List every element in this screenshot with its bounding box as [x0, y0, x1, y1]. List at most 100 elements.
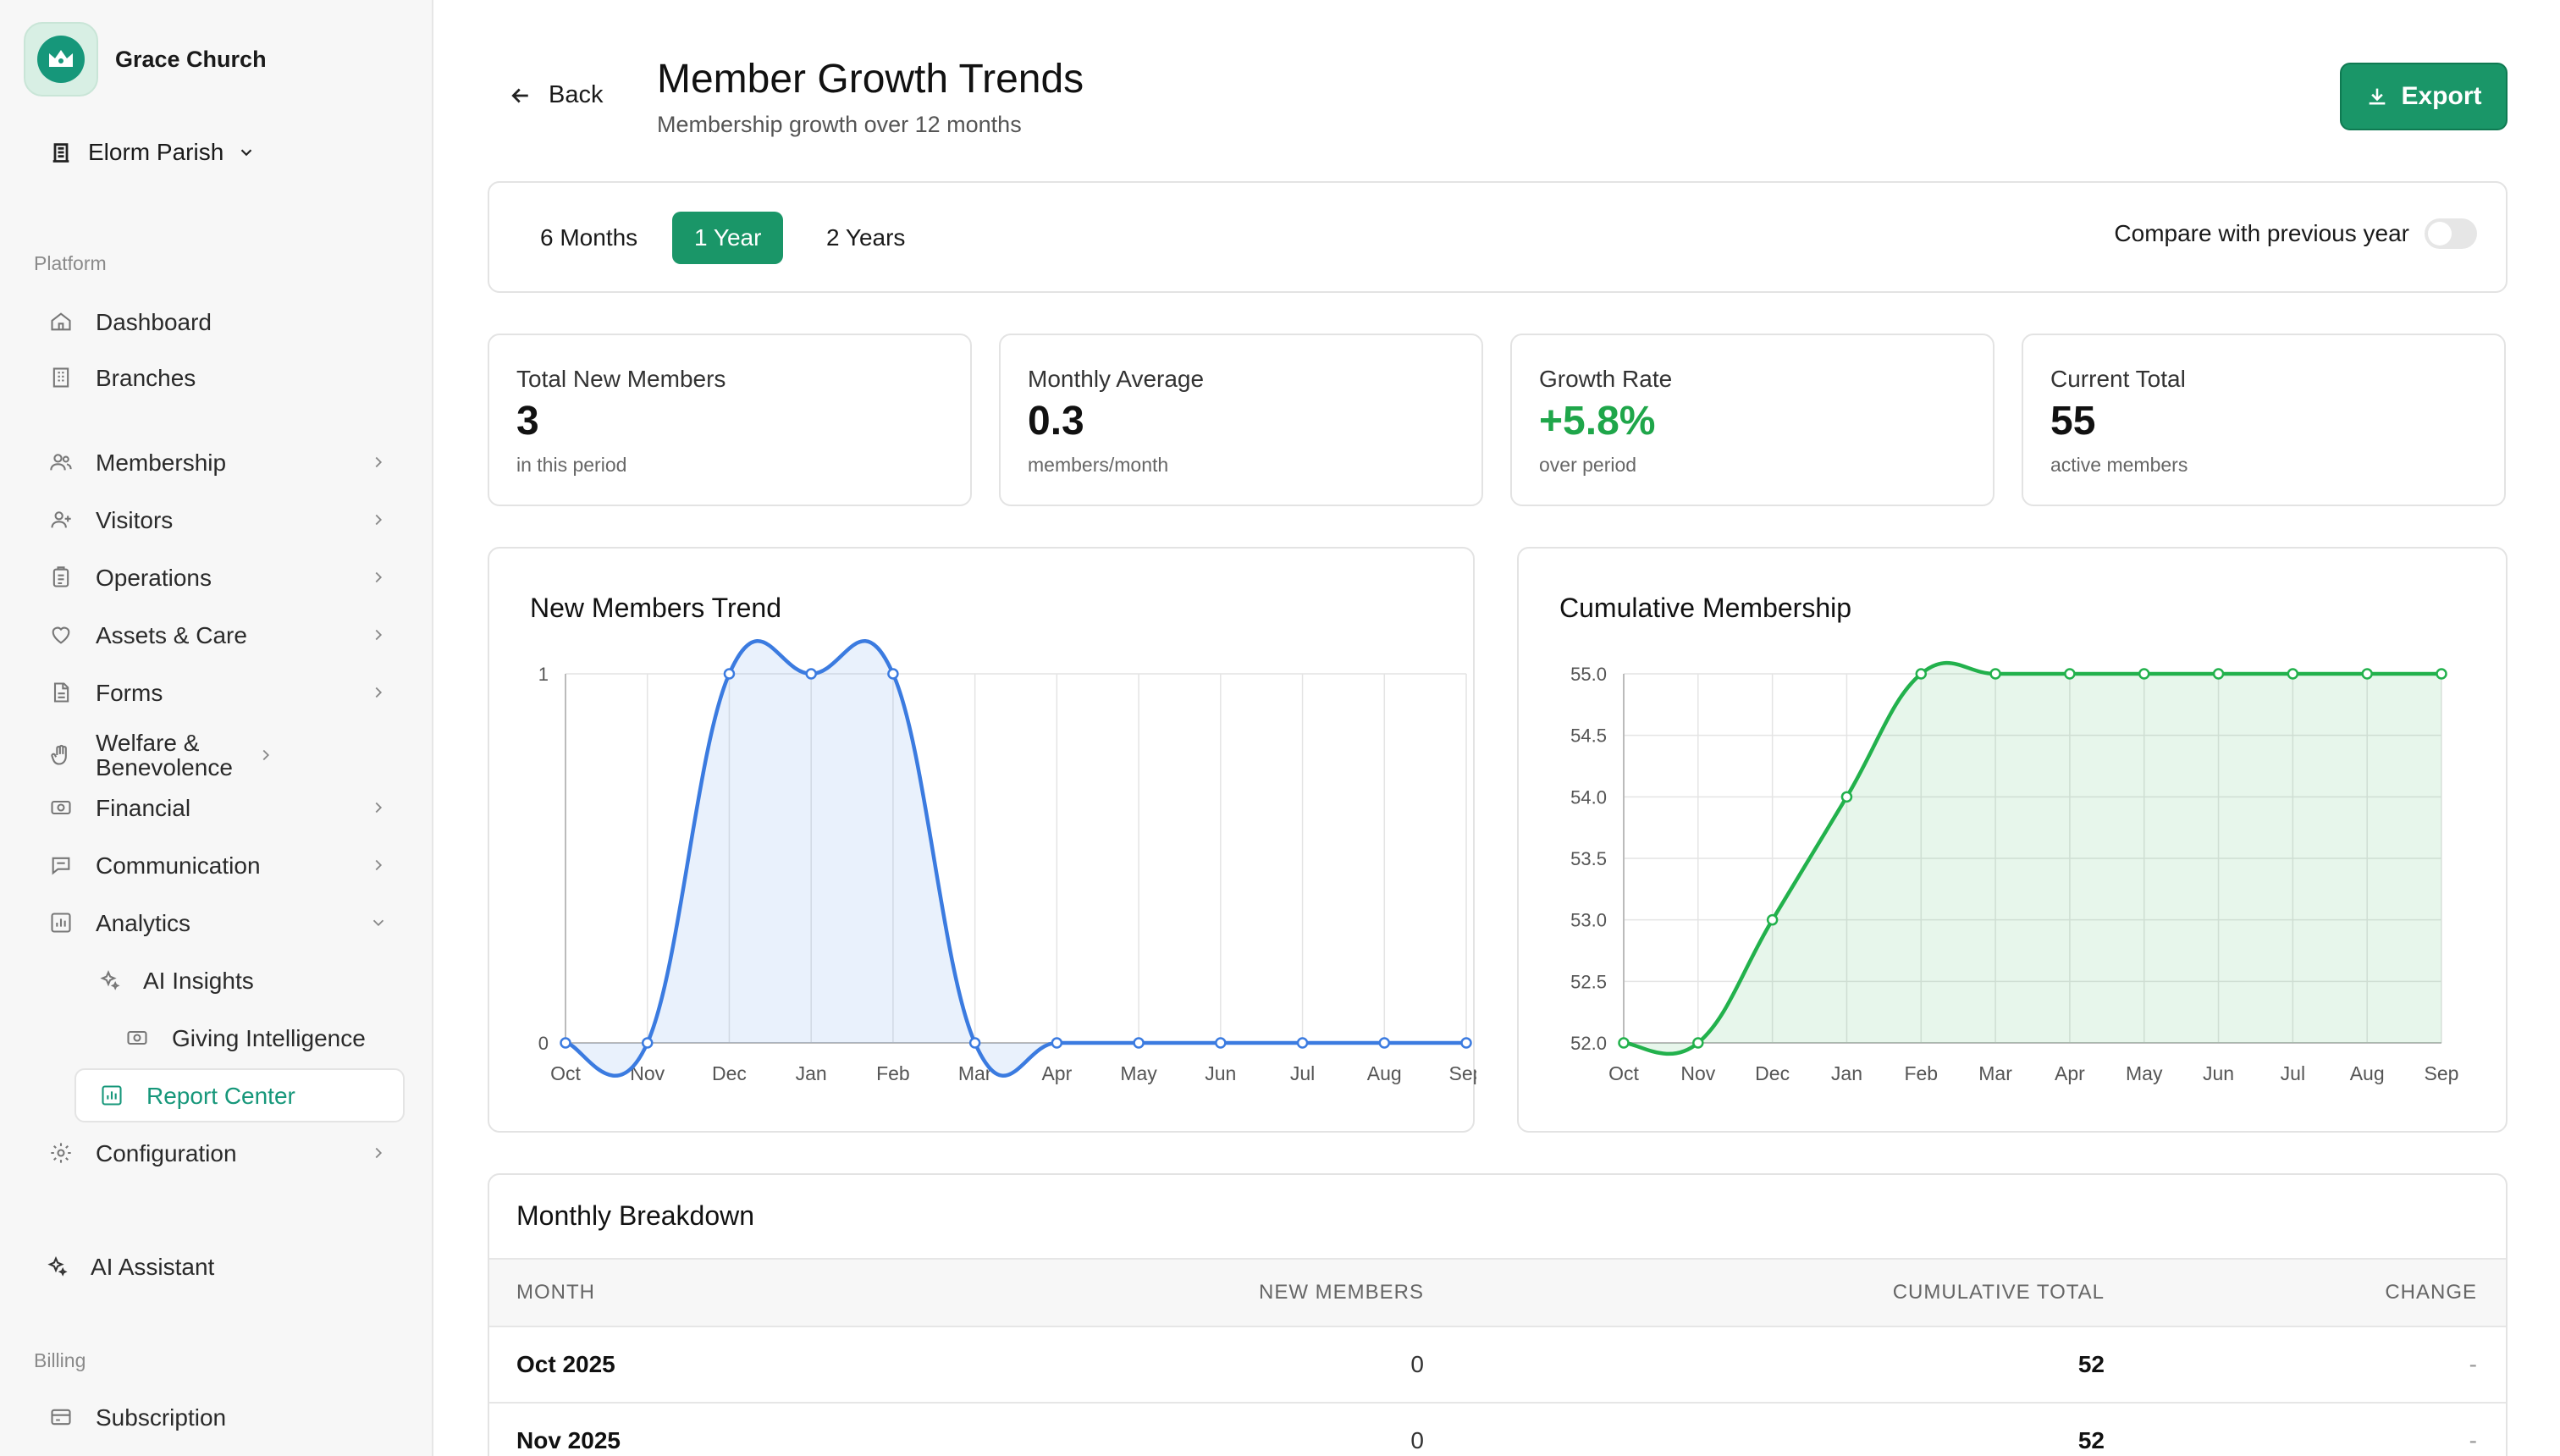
- stat-card-current-total: Current Total 55 active members: [2022, 334, 2506, 506]
- new-members-chart: 01OctNovDecJanFebMarAprMayJunJulAugSep: [538, 639, 1476, 1084]
- sidebar-item-label: Assets & Care: [96, 621, 247, 648]
- building-icon: [49, 366, 73, 389]
- y-tick-label: 0: [538, 1033, 549, 1054]
- cell-new: 0: [1410, 1351, 1424, 1377]
- data-point: [1692, 1037, 1704, 1049]
- users-icon: [49, 450, 73, 474]
- monthly-breakdown-table: Monthly Breakdown MONTH NEW MEMBERS CUMU…: [488, 1173, 2508, 1456]
- chevron-right-icon: [257, 746, 275, 764]
- sidebar-item-visitors[interactable]: Visitors: [49, 498, 396, 542]
- platform-section-label: Platform: [34, 252, 107, 274]
- x-tick-label: Aug: [1367, 1062, 1402, 1084]
- sidebar-item-label: Visitors: [96, 506, 174, 533]
- x-tick-label: Feb: [876, 1062, 910, 1084]
- arrow-left-icon: [508, 83, 533, 108]
- chevron-right-icon: [369, 626, 388, 644]
- data-point: [641, 1037, 654, 1049]
- banknote-icon: [125, 1026, 149, 1050]
- x-tick-label: Sep: [2425, 1062, 2459, 1084]
- sidebar-item-forms[interactable]: Forms: [49, 670, 396, 714]
- sidebar-item-configuration[interactable]: Configuration: [49, 1131, 396, 1175]
- sidebar-item-ai-insights[interactable]: AI Insights: [97, 958, 396, 1002]
- chevron-right-icon: [369, 683, 388, 702]
- cell-month: Nov 2025: [516, 1427, 621, 1453]
- table-header: MONTH NEW MEMBERS CUMULATIVE TOTAL CHANG…: [489, 1258, 2506, 1327]
- col-new-members[interactable]: NEW MEMBERS: [1258, 1281, 1424, 1304]
- sidebar-item-giving-intelligence[interactable]: Giving Intelligence: [125, 1016, 396, 1060]
- range-2-years[interactable]: 2 Years: [826, 224, 906, 251]
- chart-title: New Members Trend: [530, 593, 781, 623]
- sidebar-item-subscription[interactable]: Subscription: [49, 1395, 396, 1439]
- stat-label: Monthly Average: [1028, 366, 1205, 392]
- col-cumulative[interactable]: CUMULATIVE TOTAL: [1892, 1281, 2105, 1304]
- billing-section-label: Billing: [34, 1349, 86, 1371]
- sidebar-item-financial[interactable]: Financial: [49, 786, 396, 830]
- banknote-icon: [49, 796, 73, 819]
- x-tick-label: Dec: [1755, 1062, 1790, 1084]
- y-tick-label: 52.5: [1570, 971, 1607, 992]
- parish-switcher[interactable]: Elorm Parish: [49, 139, 256, 166]
- sidebar-item-branches[interactable]: Branches: [49, 356, 396, 400]
- export-button[interactable]: Export: [2340, 63, 2508, 130]
- sidebar-item-analytics[interactable]: Analytics: [49, 901, 396, 945]
- sidebar: Grace Church Elorm Parish Platform Dashb…: [0, 0, 433, 1456]
- sidebar-item-label: Branches: [96, 364, 196, 391]
- sidebar-item-communication[interactable]: Communication: [49, 843, 396, 887]
- x-tick-label: Jan: [1831, 1062, 1862, 1084]
- sidebar-item-label: Configuration: [96, 1139, 237, 1166]
- sidebar-item-dashboard[interactable]: Dashboard: [49, 300, 396, 344]
- x-tick-label: Oct: [1608, 1062, 1639, 1084]
- x-tick-label: Dec: [712, 1062, 747, 1084]
- sidebar-item-label: Financial: [96, 794, 191, 821]
- x-tick-label: Oct: [550, 1062, 581, 1084]
- message-icon: [49, 853, 73, 877]
- home-icon: [49, 310, 73, 334]
- cell-cumulative: 52: [2077, 1351, 2105, 1377]
- sidebar-item-operations[interactable]: Operations: [49, 555, 396, 599]
- col-month[interactable]: MONTH: [516, 1281, 595, 1304]
- sidebar-item-assets-care[interactable]: Assets & Care: [49, 613, 396, 657]
- sidebar-item-label: AI Insights: [143, 967, 254, 994]
- data-point: [2361, 668, 2373, 680]
- table-row[interactable]: Nov 2025 0 52 -: [489, 1404, 2506, 1456]
- data-point: [805, 668, 817, 680]
- export-label: Export: [2401, 82, 2482, 110]
- chevron-right-icon: [369, 856, 388, 874]
- x-tick-label: Feb: [1904, 1062, 1938, 1084]
- sidebar-item-welfare[interactable]: Welfare & Benevolence: [49, 728, 396, 782]
- bar-chart-icon: [100, 1084, 124, 1107]
- hand-icon: [49, 743, 73, 767]
- data-point: [1296, 1037, 1309, 1049]
- stat-card-total-new: Total New Members 3 in this period: [488, 334, 972, 506]
- range-1-year[interactable]: 1 Year: [672, 212, 784, 264]
- cell-new: 0: [1410, 1427, 1424, 1453]
- cell-change: -: [2469, 1427, 2477, 1453]
- cell-month: Oct 2025: [516, 1351, 615, 1377]
- chevron-right-icon: [369, 798, 388, 817]
- sidebar-item-ai-assistant[interactable]: AI Assistant: [44, 1244, 391, 1288]
- heart-icon: [49, 623, 73, 647]
- x-tick-label: Jan: [796, 1062, 827, 1084]
- data-point: [1460, 1037, 1472, 1049]
- sidebar-item-report-center[interactable]: Report Center: [74, 1068, 405, 1122]
- chart-title: Cumulative Membership: [1559, 593, 1852, 623]
- chevron-right-icon: [369, 1144, 388, 1162]
- compare-toggle[interactable]: [2425, 218, 2477, 249]
- col-change[interactable]: CHANGE: [2385, 1281, 2477, 1304]
- x-tick-label: May: [2126, 1062, 2163, 1084]
- sidebar-item-label: Dashboard: [96, 308, 212, 335]
- series-area: [1624, 663, 2441, 1054]
- table-row[interactable]: Oct 2025 0 52 -: [489, 1327, 2506, 1404]
- data-point: [1989, 668, 2001, 680]
- stat-label: Current Total: [2050, 366, 2186, 392]
- chevron-down-icon: [237, 143, 256, 162]
- stat-value: 3: [516, 399, 539, 444]
- brand[interactable]: Grace Church: [24, 22, 267, 97]
- back-button[interactable]: Back: [508, 81, 603, 109]
- sidebar-item-membership[interactable]: Membership: [49, 440, 396, 484]
- range-6-months[interactable]: 6 Months: [540, 224, 638, 251]
- sidebar-item-label: Operations: [96, 564, 212, 591]
- sidebar-item-label: Forms: [96, 679, 163, 706]
- cell-cumulative: 52: [2077, 1427, 2105, 1453]
- stat-note: in this period: [516, 454, 627, 476]
